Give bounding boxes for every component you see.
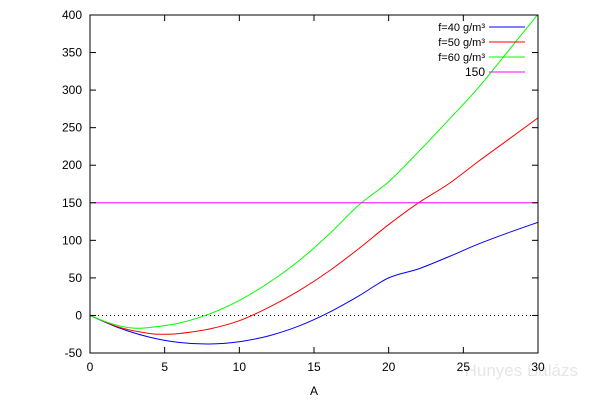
x-tick-label: 0 <box>87 360 94 374</box>
legend-label-1: f=40 g/m³ <box>438 22 485 34</box>
y-tick-label: 300 <box>62 83 82 97</box>
series-layer <box>90 15 538 345</box>
series-line-3 <box>90 15 538 329</box>
x-tick-label: 5 <box>161 360 168 374</box>
y-tick-label: 100 <box>62 233 82 247</box>
y-tick-label: 250 <box>62 121 82 135</box>
watermark-text: Hunyes Balázs <box>465 361 578 380</box>
y-tick-label: 400 <box>62 8 82 22</box>
x-tick-label: 10 <box>233 360 247 374</box>
ticks-layer: 0 5 10 15 20 25 30 -50 0 50 100 150 200 250 300 350 400 <box>62 8 545 374</box>
legend-label-3: f=60 g/m³ <box>438 52 485 64</box>
x-axis-title: A <box>310 384 318 398</box>
x-tick-label: 30 <box>531 360 545 374</box>
x-tick-label: 15 <box>307 360 321 374</box>
legend-label-2: f=50 g/m³ <box>438 37 485 49</box>
series-line-1 <box>90 221 538 345</box>
series-line-2 <box>90 117 538 335</box>
y-tick-label: 200 <box>62 158 82 172</box>
x-tick-label: 25 <box>457 360 471 374</box>
y-tick-label: 50 <box>69 271 83 285</box>
y-tick-label: 0 <box>75 308 82 322</box>
y-tick-label: 350 <box>62 46 82 60</box>
x-tick-label: 20 <box>382 360 396 374</box>
y-tick-label: -50 <box>65 346 83 360</box>
y-tick-label: 150 <box>62 196 82 210</box>
legend-label-4: 150 <box>465 65 485 79</box>
